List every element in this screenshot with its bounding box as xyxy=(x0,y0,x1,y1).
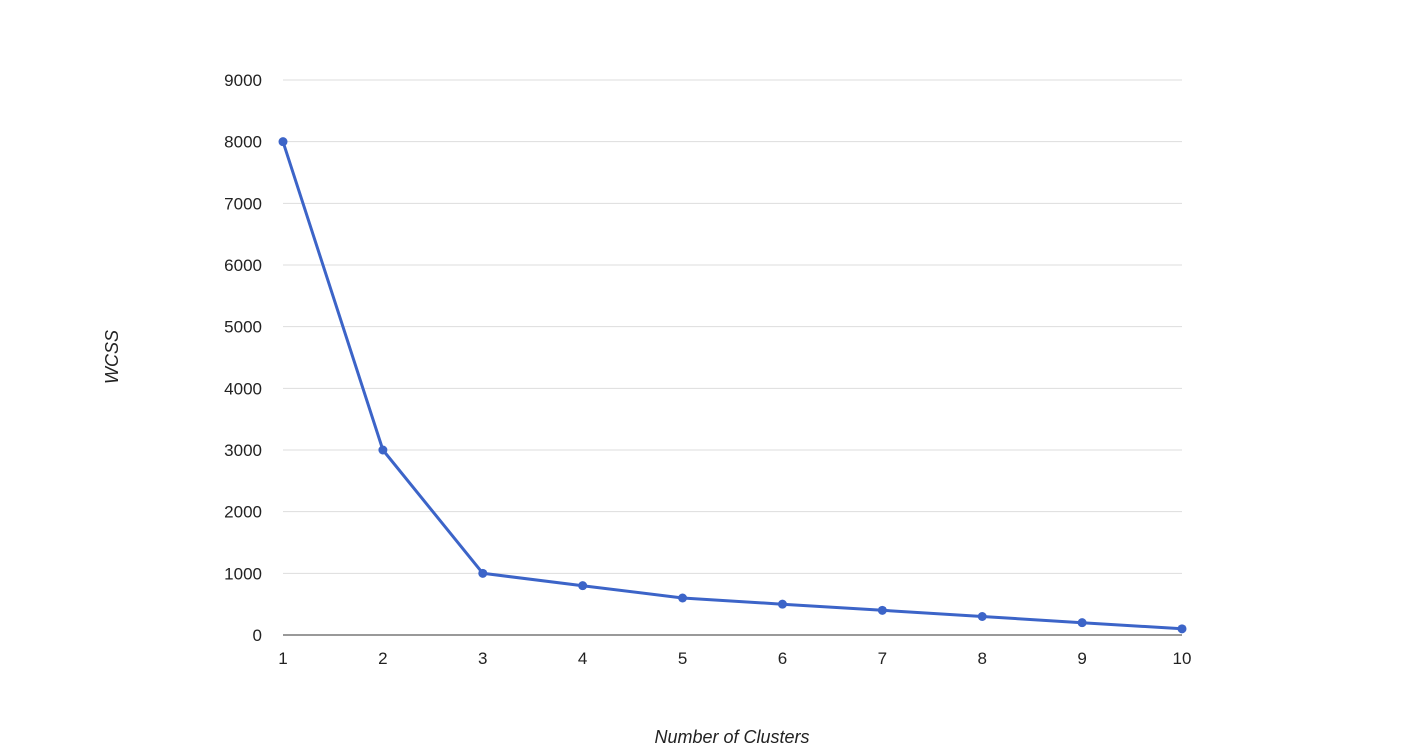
x-tick-label: 2 xyxy=(378,649,387,668)
x-tick-label: 7 xyxy=(878,649,887,668)
y-tick-label: 0 xyxy=(253,626,262,645)
y-tick-label: 8000 xyxy=(224,133,262,152)
gridlines xyxy=(283,79,1182,574)
x-tick-label: 6 xyxy=(778,649,787,668)
x-tick-label: 10 xyxy=(1173,649,1192,668)
data-point xyxy=(478,568,488,578)
x-axis-ticks: 1 2 3 4 5 6 7 8 9 10 xyxy=(278,649,1191,668)
data-point xyxy=(378,445,388,455)
y-tick-label: 2000 xyxy=(224,503,262,522)
y-tick-label: 9000 xyxy=(224,71,262,90)
x-tick-label: 9 xyxy=(1077,649,1086,668)
series-line xyxy=(281,140,1184,631)
y-axis-title: WCSS xyxy=(102,330,122,384)
x-tick-label: 3 xyxy=(478,649,487,668)
data-point xyxy=(678,593,688,603)
data-point xyxy=(1177,624,1187,634)
y-tick-label: 7000 xyxy=(224,194,262,213)
data-point xyxy=(278,137,288,147)
data-points xyxy=(278,137,1187,634)
y-tick-label: 6000 xyxy=(224,256,262,275)
y-tick-label: 1000 xyxy=(224,564,262,583)
y-tick-label: 5000 xyxy=(224,318,262,337)
y-tick-label: 3000 xyxy=(224,441,262,460)
y-axis-ticks: 0 1000 2000 3000 4000 5000 6000 7000 8000 9000 xyxy=(224,71,262,645)
y-tick-label: 4000 xyxy=(224,379,262,398)
data-point xyxy=(777,599,787,609)
data-point xyxy=(578,581,588,591)
x-tick-label: 8 xyxy=(977,649,986,668)
data-point xyxy=(877,605,887,615)
data-point xyxy=(977,612,987,621)
data-point xyxy=(1077,618,1087,628)
x-axis-title: Number of Clusters xyxy=(654,727,809,747)
x-tick-label: 1 xyxy=(278,649,287,668)
x-tick-label: 5 xyxy=(678,649,687,668)
x-tick-label: 4 xyxy=(578,649,587,668)
